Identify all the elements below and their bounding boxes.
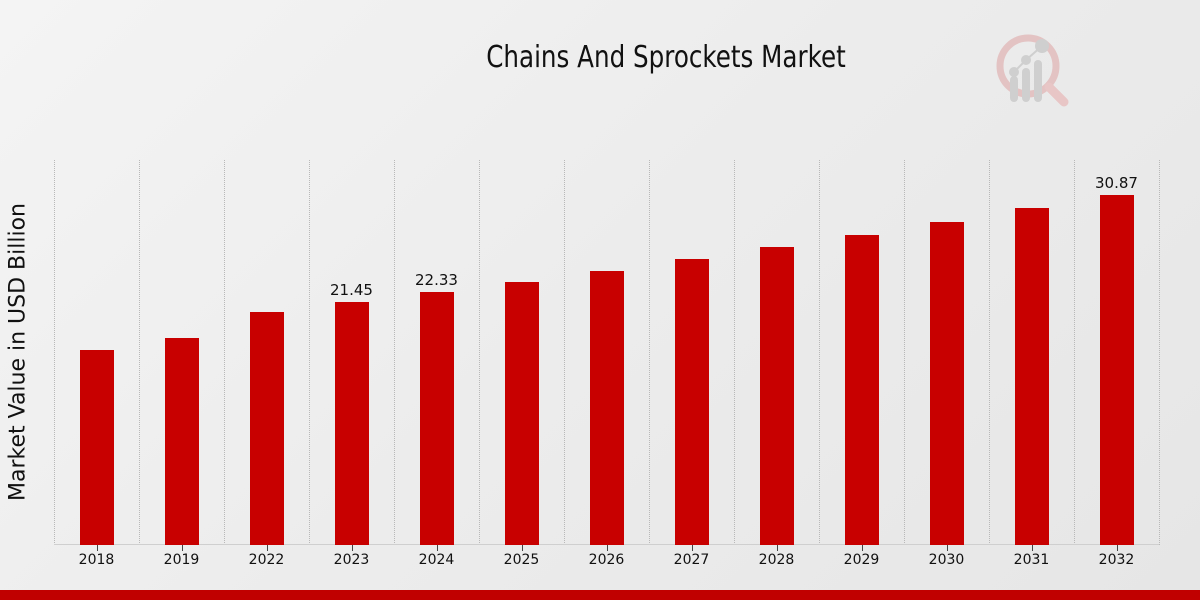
x-tick (1116, 545, 1118, 551)
x-tick (96, 545, 98, 551)
x-tick (181, 545, 183, 551)
x-tick-label: 2022 (248, 552, 285, 568)
grid-line (1074, 160, 1075, 545)
bar-2025 (504, 281, 539, 545)
x-tick (691, 545, 693, 551)
bar-2032 (1099, 194, 1134, 545)
x-tick-label: 2026 (588, 552, 625, 568)
bar-2018 (79, 349, 114, 545)
value-label: 30.87 (1095, 173, 1138, 192)
x-tick (946, 545, 948, 551)
footer-bar (0, 590, 1200, 600)
plot-area: 2018 2019 2022 21.45 2023 22.33 2024 2025 2026 20… (54, 160, 1160, 568)
x-tick-label: 2024 (418, 552, 455, 568)
x-tick-label: 2032 (1098, 552, 1135, 568)
grid-line (309, 160, 310, 545)
grid-line (819, 160, 820, 545)
grid-line (649, 160, 650, 545)
bar-2029 (844, 234, 879, 545)
grid-line (54, 160, 55, 545)
bar-2031 (1014, 207, 1049, 545)
analytics-magnifier-logo-icon (996, 34, 1069, 107)
x-tick-label: 2030 (928, 552, 965, 568)
grid-line (139, 160, 140, 545)
x-tick (606, 545, 608, 551)
x-tick (776, 545, 778, 551)
grid-line (904, 160, 905, 545)
x-tick-label: 2025 (503, 552, 540, 568)
bar-2024 (419, 291, 454, 545)
x-tick-label: 2019 (163, 552, 200, 568)
bar-2026 (589, 271, 624, 545)
x-tick-label: 2027 (673, 552, 710, 568)
x-tick (436, 545, 438, 551)
x-tick-label: 2023 (333, 552, 370, 568)
grid-line (479, 160, 480, 545)
value-label: 22.33 (415, 270, 458, 289)
x-tick-label: 2018 (78, 552, 115, 568)
x-tick (861, 545, 863, 551)
grid-line (394, 160, 395, 545)
value-label: 21.45 (330, 280, 373, 299)
x-tick (266, 545, 268, 551)
y-axis-label: Market Value in USD Billion (5, 202, 31, 502)
x-tick-label: 2029 (843, 552, 880, 568)
grid-line (734, 160, 735, 545)
grid-line (1159, 160, 1160, 545)
x-tick-label: 2028 (758, 552, 795, 568)
bar-2019 (164, 338, 199, 545)
bar-2023 (334, 301, 369, 545)
grid-line (224, 160, 225, 545)
grid-line (564, 160, 565, 545)
bar-2028 (759, 247, 794, 545)
x-tick-label: 2031 (1013, 552, 1050, 568)
x-tick (351, 545, 353, 551)
bar-2027 (674, 259, 709, 545)
x-tick (1031, 545, 1033, 551)
chart-title: Chains And Sprockets Market (486, 40, 846, 75)
grid-line (989, 160, 990, 545)
bar-2022 (249, 311, 284, 545)
x-tick (521, 545, 523, 551)
bar-2030 (929, 222, 964, 545)
